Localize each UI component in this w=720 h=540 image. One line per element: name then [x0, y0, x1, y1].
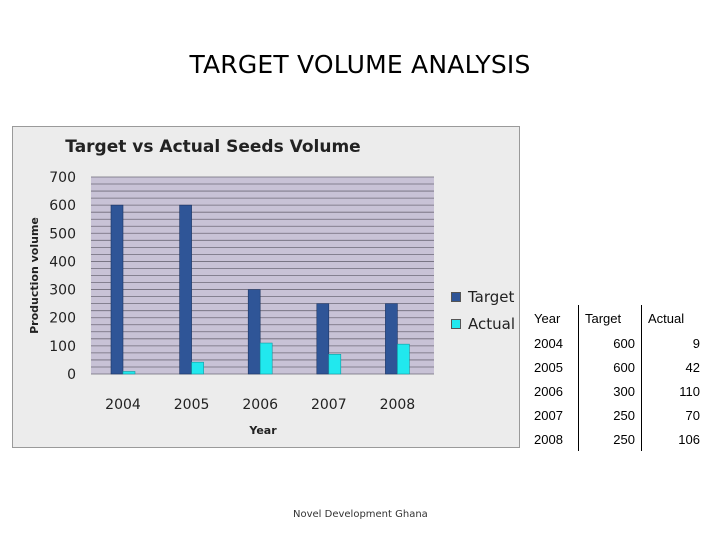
data-table: Year Target Actual 2004 600 9 2005 600 4… [528, 305, 706, 451]
table-cell: 250 [578, 403, 642, 427]
legend-item-target: Target [451, 283, 515, 310]
x-tick-label: 2005 [174, 397, 210, 413]
footer-text: Novel Development Ghana [293, 509, 428, 520]
x-tick-label: 2006 [242, 397, 278, 413]
table-cell: 110 [641, 379, 706, 403]
table-header-target: Target [578, 305, 642, 331]
y-tick-label: 400 [49, 254, 76, 270]
table-cell: 9 [641, 331, 706, 355]
x-axis-label: Year [248, 424, 277, 437]
bar-target-2005 [179, 204, 192, 375]
bar-actual-2005 [191, 361, 204, 375]
table-cell: 300 [578, 379, 642, 403]
bar-actual-2007 [328, 354, 342, 375]
bar-target-2007 [316, 303, 330, 375]
x-tick-label: 2008 [380, 397, 416, 413]
table-cell: 600 [578, 331, 642, 355]
x-tick-label: 2004 [105, 397, 141, 413]
slide-title: TARGET VOLUME ANALYSIS [189, 50, 531, 79]
table-header-actual: Actual [641, 305, 706, 331]
table-row: 2004 600 9 [528, 331, 706, 355]
chart-legend: Target Actual [451, 283, 515, 337]
table-row: 2006 300 110 [528, 379, 706, 403]
table-header-year: Year [534, 310, 561, 326]
legend-item-actual: Actual [451, 310, 515, 337]
bar-target-2004 [110, 204, 124, 375]
bar-chart: 0 100 200 300 400 500 600 700 Production volume 2… [28, 170, 434, 437]
y-axis-label: Production volume [28, 217, 41, 334]
table-cell: 250 [578, 427, 642, 451]
y-tick-label: 300 [49, 283, 76, 299]
y-tick-label: 0 [67, 367, 76, 383]
table-cell: 42 [641, 355, 706, 379]
bar-target-2008 [385, 303, 398, 375]
table-row: 2005 600 42 [528, 355, 706, 379]
chart-title: Target vs Actual Seeds Volume [65, 137, 361, 157]
table-header-row: Year Target Actual [528, 305, 706, 331]
table-cell: 2006 [534, 383, 563, 399]
table-row: 2007 250 70 [528, 403, 706, 427]
chart-frame: 0 100 200 300 400 500 600 700 Production volume 2… [12, 126, 520, 448]
legend-swatch-actual [451, 318, 461, 329]
y-tick-label: 700 [49, 170, 76, 186]
y-tick-label: 600 [49, 198, 76, 214]
bar-actual-2008 [397, 343, 410, 375]
legend-label-actual: Actual [468, 314, 515, 333]
table-row: 2008 250 106 [528, 427, 706, 451]
table-cell: 70 [641, 403, 706, 427]
y-tick-label: 500 [49, 226, 76, 242]
bar-target-2006 [247, 289, 261, 375]
legend-label-target: Target [468, 287, 515, 306]
table-cell: 2005 [534, 359, 563, 375]
legend-swatch-target [451, 291, 461, 302]
table-cell: 600 [578, 355, 642, 379]
x-tick-label: 2007 [311, 397, 347, 413]
bar-actual-2004 [122, 371, 136, 375]
bar-actual-2006 [259, 342, 273, 375]
y-tick-label: 100 [49, 339, 76, 355]
table-cell: 106 [641, 427, 706, 451]
table-cell: 2008 [534, 431, 563, 447]
table-cell: 2007 [534, 407, 563, 423]
y-tick-label: 200 [49, 311, 76, 327]
table-cell: 2004 [534, 335, 563, 351]
